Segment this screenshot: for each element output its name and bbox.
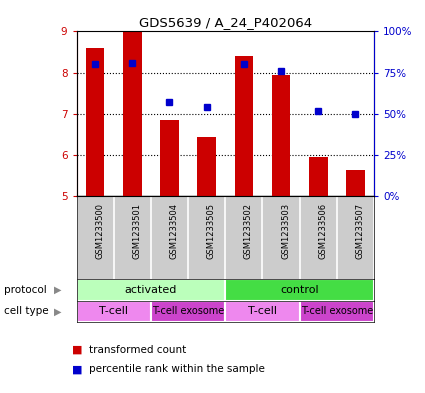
Text: GSM1233503: GSM1233503 bbox=[281, 203, 290, 259]
Bar bbox=[225, 279, 374, 301]
Text: GSM1233501: GSM1233501 bbox=[132, 203, 141, 259]
Text: protocol: protocol bbox=[4, 285, 47, 295]
Text: control: control bbox=[280, 285, 319, 295]
Text: T-cell exosome: T-cell exosome bbox=[152, 307, 224, 316]
Text: transformed count: transformed count bbox=[89, 345, 187, 355]
Text: ■: ■ bbox=[72, 345, 83, 355]
Text: T-cell exosome: T-cell exosome bbox=[300, 307, 373, 316]
Bar bbox=[76, 301, 151, 322]
Bar bbox=[160, 120, 179, 196]
Text: T-cell: T-cell bbox=[99, 307, 128, 316]
Text: GSM1233504: GSM1233504 bbox=[170, 203, 178, 259]
Text: GSM1233502: GSM1233502 bbox=[244, 203, 253, 259]
Text: GSM1233507: GSM1233507 bbox=[355, 203, 364, 259]
Text: cell type: cell type bbox=[4, 307, 49, 316]
Bar bbox=[309, 157, 328, 196]
Bar bbox=[76, 279, 225, 301]
Bar bbox=[197, 137, 216, 196]
Text: GSM1233506: GSM1233506 bbox=[318, 203, 327, 259]
Bar bbox=[300, 301, 374, 322]
Text: activated: activated bbox=[125, 285, 177, 295]
Text: GSM1233500: GSM1233500 bbox=[95, 203, 104, 259]
Text: ▶: ▶ bbox=[54, 307, 61, 316]
Text: GSM1233505: GSM1233505 bbox=[207, 203, 215, 259]
Text: ■: ■ bbox=[72, 364, 83, 375]
Bar bbox=[123, 31, 142, 196]
Title: GDS5639 / A_24_P402064: GDS5639 / A_24_P402064 bbox=[139, 16, 312, 29]
Bar bbox=[346, 170, 365, 196]
Bar bbox=[151, 301, 225, 322]
Bar bbox=[225, 301, 300, 322]
Bar bbox=[235, 56, 253, 196]
Bar bbox=[272, 75, 290, 196]
Text: ▶: ▶ bbox=[54, 285, 61, 295]
Bar bbox=[86, 48, 105, 196]
Text: T-cell: T-cell bbox=[248, 307, 277, 316]
Text: percentile rank within the sample: percentile rank within the sample bbox=[89, 364, 265, 375]
